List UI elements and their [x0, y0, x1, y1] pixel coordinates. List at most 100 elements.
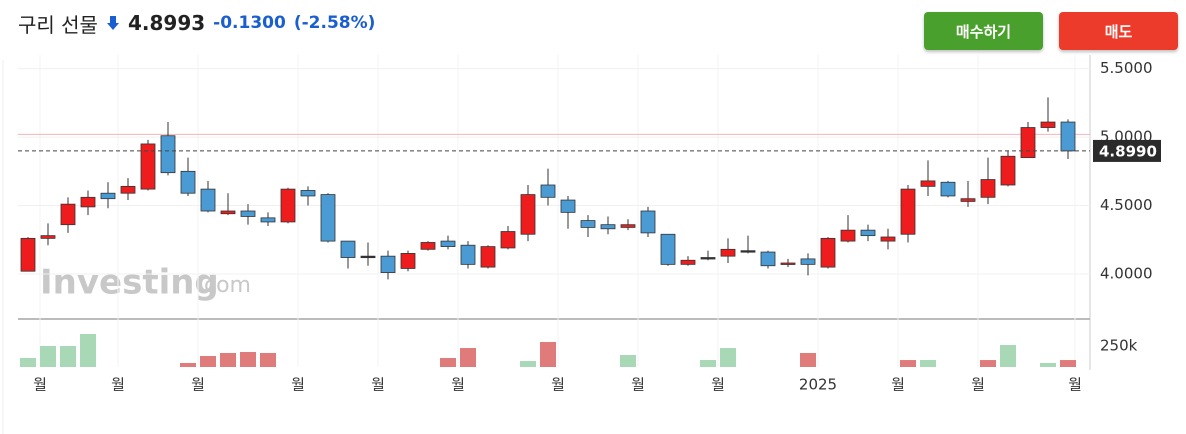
candle-body: [160, 135, 176, 174]
volume-bar: [620, 354, 636, 367]
candle-body: [320, 194, 336, 242]
candle-body: [180, 170, 196, 194]
candle-body: [520, 194, 536, 235]
candle-body: [420, 242, 436, 250]
candle-body: [920, 180, 936, 187]
volume-bar: [200, 356, 216, 367]
sell-button[interactable]: 매도: [1059, 12, 1178, 50]
candle-body: [960, 198, 976, 202]
x-tick-label: 월: [191, 376, 205, 394]
candle-body: [280, 188, 296, 223]
candle-body: [780, 262, 796, 265]
x-tick-label: 월: [971, 376, 985, 394]
candle-body: [620, 224, 636, 228]
candle-body: [460, 244, 476, 265]
change: -0.1300: [213, 13, 286, 33]
candle-body: [1040, 121, 1056, 128]
candle-body: [880, 236, 896, 242]
candle-body: [940, 181, 956, 197]
candle-body: [840, 229, 856, 242]
volume-bar: [700, 360, 716, 367]
volume-bar: [460, 348, 476, 367]
current-price-box: [1093, 139, 1161, 162]
x-tick-label: 월: [291, 376, 305, 394]
volume-bar: [220, 352, 236, 367]
x-tick-label: 월: [33, 376, 47, 394]
candle-body: [140, 143, 156, 190]
candle-body: [660, 233, 676, 265]
current-price-label: 4.8990: [1099, 142, 1157, 160]
x-tick-label: 월: [451, 376, 465, 394]
candle-body: [540, 184, 556, 198]
x-tick-label: 월: [551, 376, 565, 394]
volume-bar: [80, 334, 96, 367]
volume-bar: [1040, 362, 1056, 367]
candle-body: [340, 240, 356, 258]
y-tick-label: 4.5000: [1100, 196, 1153, 214]
candle-body: [400, 253, 416, 269]
candle-body: [60, 203, 76, 226]
candle-body: [200, 188, 216, 212]
y-tick-label: 4.0000: [1100, 264, 1153, 282]
candle-body: [20, 237, 36, 272]
candle-body: [120, 185, 136, 194]
candle-body: [980, 179, 996, 198]
volume-bar: [1060, 360, 1076, 367]
candle-body: [560, 199, 576, 213]
x-tick-label: 월: [111, 376, 125, 394]
change-pct: (-2.58%): [293, 13, 376, 33]
watermark-suffix: .com: [197, 273, 251, 298]
volume-bar: [800, 352, 816, 367]
volume-bar: [240, 351, 256, 367]
candle-body: [800, 258, 816, 265]
candle-body: [360, 255, 376, 259]
volume-bar: [20, 358, 36, 367]
candle-body: [1000, 155, 1016, 186]
candle-body: [820, 237, 836, 268]
candle-body: [500, 231, 516, 249]
volume-bar: [900, 360, 916, 367]
x-tick-label: 월: [891, 376, 905, 394]
volume-bar: [520, 361, 536, 367]
candle-body: [760, 251, 776, 267]
volume-bar: [180, 362, 196, 367]
volume-bar: [440, 358, 456, 367]
volume-bar: [1000, 345, 1016, 367]
candle-body: [380, 255, 396, 273]
candle-body: [580, 220, 596, 228]
candle-body: [700, 257, 716, 260]
volume-bar: [40, 346, 56, 367]
x-tick-label: 월: [711, 376, 725, 394]
buy-button[interactable]: 매수하기: [924, 12, 1043, 50]
candle-body: [240, 210, 256, 217]
volume-bar: [720, 348, 736, 367]
volume-tick-label: 250k: [1100, 337, 1138, 355]
price: 4.8993: [127, 11, 206, 35]
candle-body: [720, 248, 736, 257]
volume-bar: [920, 360, 936, 367]
candle-body: [860, 229, 876, 237]
instrument-name: 구리 선물: [18, 12, 98, 37]
candle-body: [740, 250, 756, 253]
header: 구리 선물 4.8993 -0.1300 (-2.58%): [18, 8, 375, 38]
watermark-brand: Investing: [40, 263, 219, 303]
x-tick-label: 2025: [799, 376, 837, 394]
candle-body: [300, 190, 316, 197]
candle-body: [40, 235, 56, 239]
candle-body: [440, 240, 456, 247]
candle-body: [1020, 127, 1036, 159]
candle-body: [680, 259, 696, 265]
y-tick-label: 5.5000: [1100, 59, 1153, 77]
x-tick-label: 월: [631, 376, 645, 394]
candle-body: [100, 192, 116, 200]
candle-body: [220, 210, 236, 215]
candle-body: [600, 224, 616, 230]
x-tick-label: 월: [371, 376, 385, 394]
candle-body: [260, 217, 276, 223]
x-tick-label: 월: [1068, 376, 1082, 394]
candle-body: [480, 246, 496, 268]
candle-body: [80, 196, 96, 208]
candle-body: [640, 210, 656, 234]
